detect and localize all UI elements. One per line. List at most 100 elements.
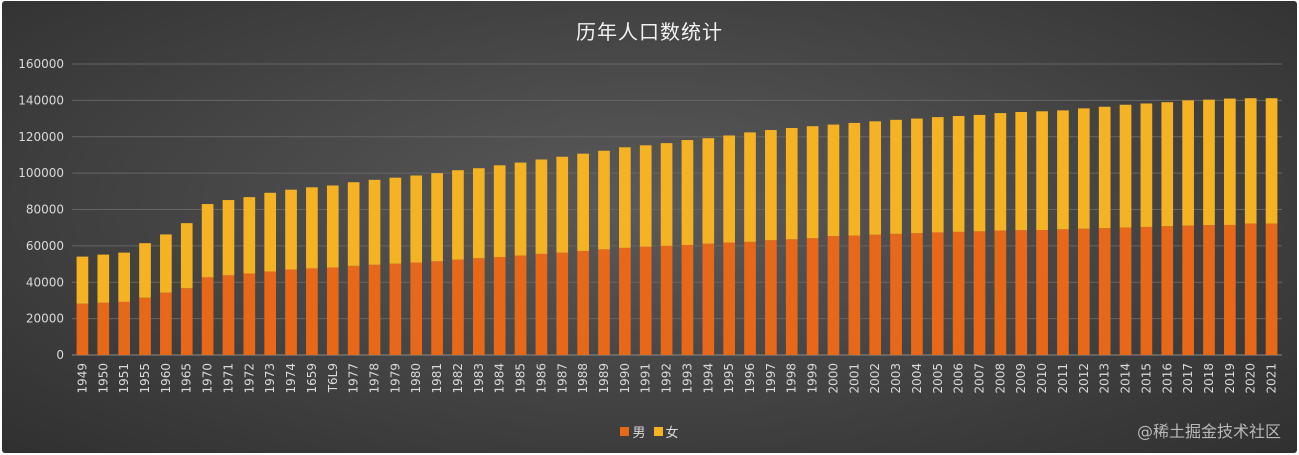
bar-segment-female — [201, 204, 214, 278]
bar-segment-female — [639, 145, 652, 247]
bar-segment-female — [1077, 108, 1090, 229]
x-tick-label: 1970 — [201, 363, 215, 394]
x-tick-label: 1993 — [680, 363, 694, 394]
x-tick-label: 2017 — [1181, 363, 1195, 394]
x-tick-label: 1659 — [305, 363, 319, 394]
bar-segment-female — [1203, 99, 1215, 226]
bar-segment-male — [1244, 223, 1257, 355]
bar-segment-male — [76, 303, 89, 355]
y-tick-label: 160000 — [18, 57, 64, 71]
bar-segment-male — [931, 232, 944, 355]
bar-segment-female — [243, 197, 256, 274]
bar-segment-female — [452, 170, 464, 260]
bar-segment-male — [535, 253, 548, 355]
bar-segment-female — [890, 119, 902, 234]
legend-swatch — [620, 427, 630, 436]
bar-segment-male — [723, 242, 735, 355]
x-tick-label: 1990 — [618, 363, 632, 394]
bar-segment-male — [514, 255, 527, 355]
bar-segment-male — [118, 301, 130, 355]
bar-segment-male — [201, 277, 214, 355]
x-tick-label: 1979 — [388, 363, 402, 394]
bar-segment-female — [326, 185, 339, 268]
y-tick-label: 60000 — [26, 239, 64, 253]
y-tick-label: 0 — [56, 348, 64, 362]
x-tick-label: 2009 — [1014, 363, 1028, 394]
bar-segment-female — [431, 173, 443, 262]
bar-segment-female — [1244, 98, 1257, 224]
bar-segment-female — [994, 113, 1007, 231]
bar-segment-male — [639, 246, 652, 355]
bar-segment-male — [160, 292, 172, 355]
bar-segment-female — [681, 140, 694, 245]
bar-segment-female — [827, 124, 840, 237]
bar-segment-female — [619, 147, 631, 248]
y-tick-label: 120000 — [18, 130, 64, 144]
x-tick-label: 2003 — [889, 363, 903, 394]
bar-segment-male — [1182, 225, 1194, 355]
x-tick-label: 1991 — [639, 363, 653, 394]
x-tick-label: 2007 — [973, 363, 987, 394]
bar-segment-female — [1057, 110, 1069, 230]
x-tick-label: 1988 — [576, 363, 590, 394]
bar-segment-female — [535, 159, 548, 254]
y-tick-label: 20000 — [26, 312, 64, 326]
bar-segment-female — [472, 168, 485, 259]
bar-segment-female — [180, 223, 193, 289]
bar-segment-female — [264, 192, 277, 272]
bar-segment-female — [869, 121, 882, 235]
x-tick-label: 2013 — [1098, 363, 1112, 394]
x-tick-label: 2015 — [1139, 363, 1153, 394]
bar-segment-male — [1077, 228, 1090, 355]
x-tick-label: 2000 — [826, 363, 840, 394]
bar-segment-male — [973, 231, 986, 355]
bar-segment-female — [389, 177, 402, 264]
bar-segment-female — [1182, 100, 1194, 226]
bar-segment-male — [952, 231, 965, 355]
bar-segment-female — [76, 256, 89, 304]
x-tick-label: 1996 — [743, 363, 757, 394]
bar-segment-male — [785, 239, 798, 355]
x-tick-label: 1972 — [242, 363, 256, 394]
bar-segment-male — [556, 252, 569, 355]
x-tick-label: 2005 — [931, 363, 945, 394]
y-tick-label: 80000 — [26, 203, 64, 217]
x-tick-label: 2020 — [1244, 363, 1258, 394]
x-tick-label: 1973 — [263, 363, 277, 394]
bar-segment-male — [389, 263, 402, 355]
bar-segment-male — [994, 230, 1007, 355]
bar-segment-male — [848, 235, 861, 355]
legend-label: 女 — [665, 426, 679, 441]
legend-swatch — [653, 427, 663, 436]
x-tick-label: T6L9 — [326, 363, 340, 393]
bar-segment-female — [848, 122, 861, 236]
bar-segment-female — [347, 182, 360, 266]
x-tick-label: 1983 — [472, 363, 486, 394]
bar-segment-male — [1057, 229, 1069, 355]
bar-segment-female — [1036, 111, 1048, 231]
bar-segment-male — [1119, 227, 1132, 355]
x-tick-label: 2019 — [1223, 363, 1237, 394]
bar-segment-male — [598, 249, 610, 355]
bar-segment-female — [1224, 98, 1236, 225]
x-tick-label: 1951 — [117, 363, 131, 394]
bar-segment-female — [118, 252, 130, 302]
bar-segment-female — [806, 126, 819, 239]
bar-segment-female — [1015, 112, 1028, 231]
bar-segment-female — [368, 179, 381, 265]
bar-segment-female — [952, 116, 965, 232]
watermark: @稀土掘金技术社区 — [1136, 422, 1281, 441]
legend-item-male: 男 — [620, 422, 646, 441]
x-tick-label: 1981 — [430, 363, 444, 394]
x-tick-label: 1955 — [138, 363, 152, 394]
x-tick-label: 2012 — [1077, 363, 1091, 394]
bar-segment-male — [1036, 230, 1048, 355]
bar-segment-male — [869, 234, 882, 355]
bar-segment-male — [452, 259, 464, 355]
bar-segment-male — [1265, 223, 1278, 355]
bar-segment-female — [493, 165, 506, 257]
x-tick-label: 1995 — [722, 363, 736, 394]
bar-segment-male — [744, 241, 756, 355]
bar-segment-male — [410, 262, 423, 355]
